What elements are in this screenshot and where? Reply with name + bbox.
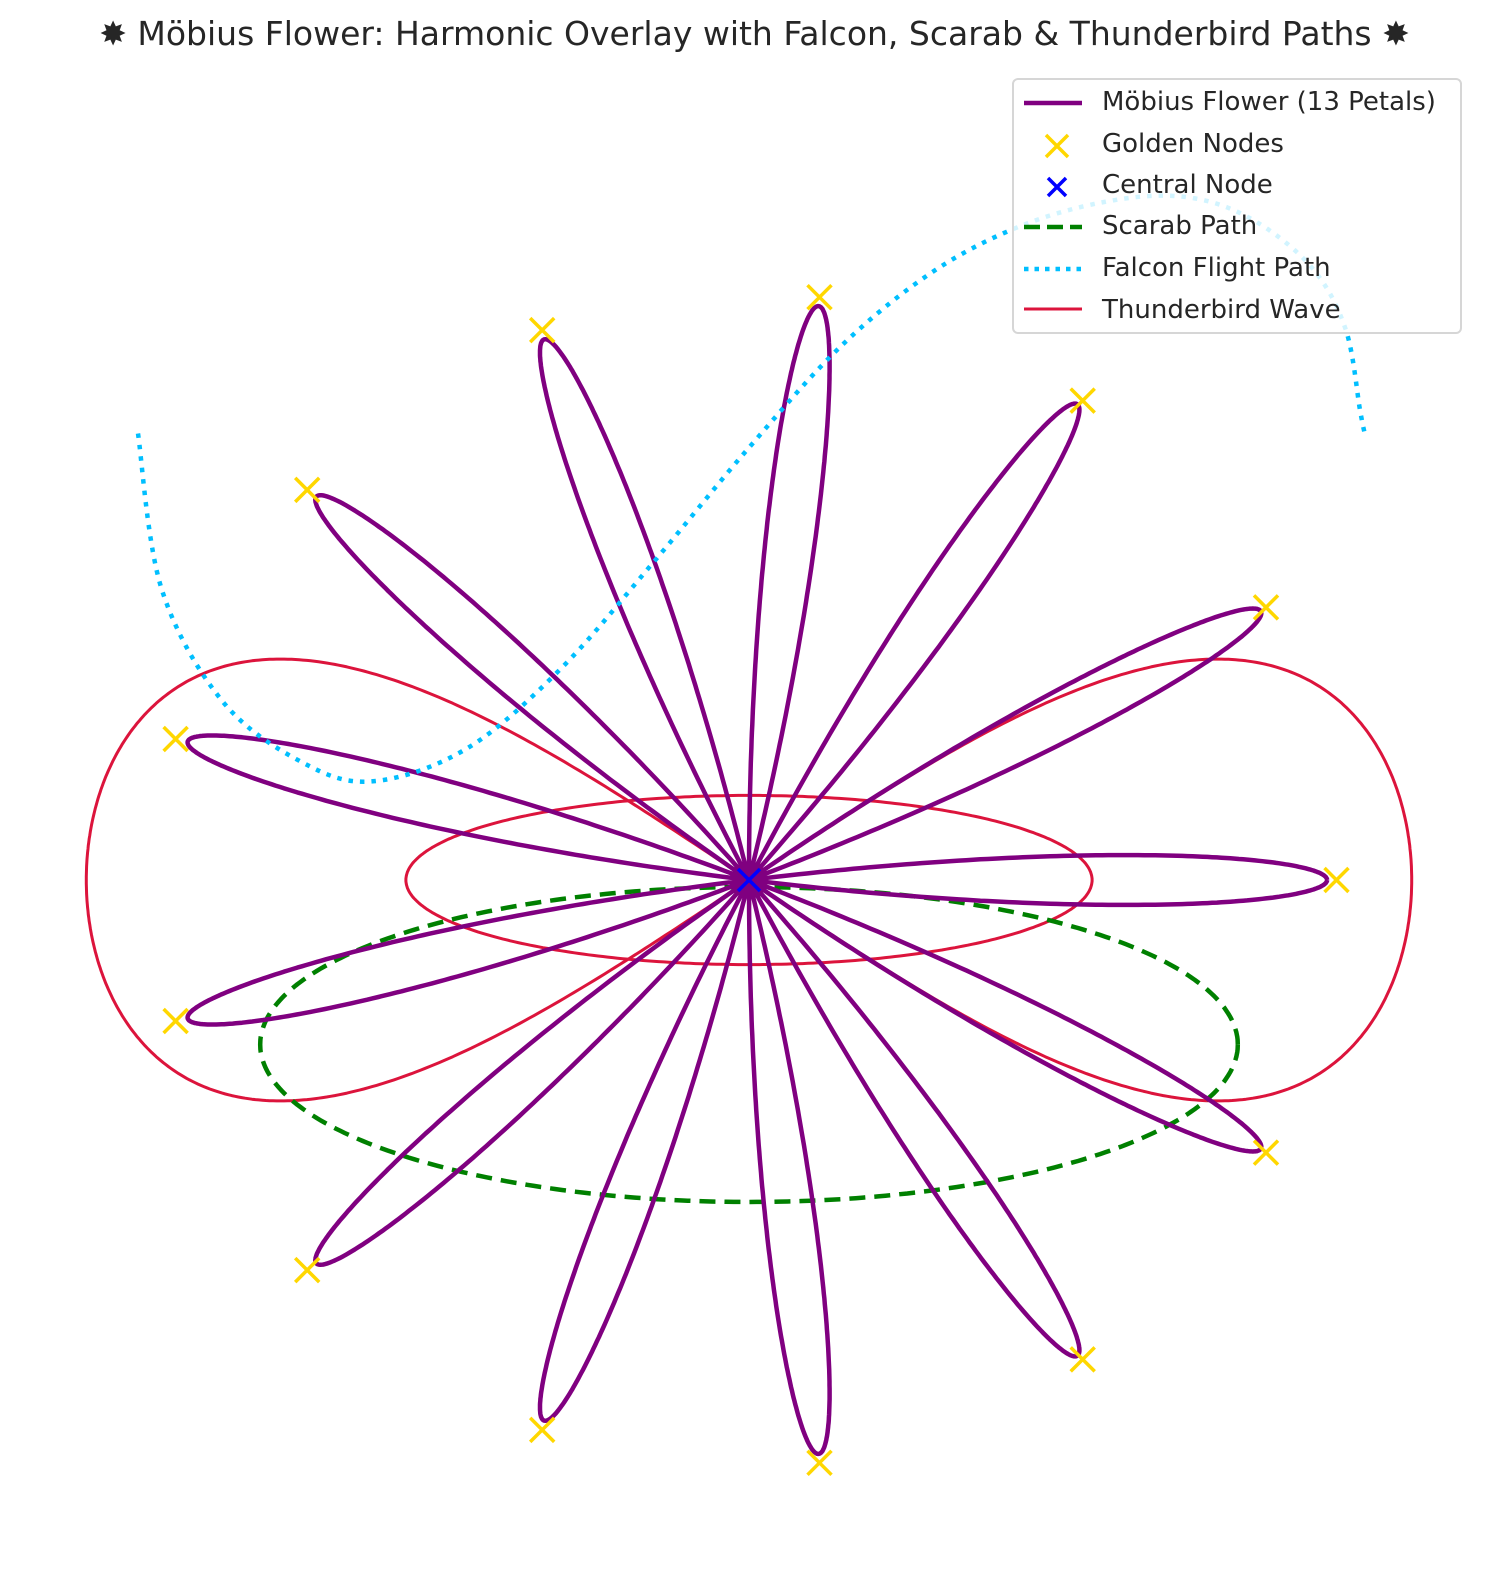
- legend-swatch-central-node: [1046, 176, 1068, 198]
- legend-swatch-falcon-flight-path: [1024, 266, 1082, 272]
- legend-item-mobius-flower: Möbius Flower (13 Petals): [1014, 82, 1460, 123]
- legend-label-falcon-flight-path: Falcon Flight Path: [1102, 253, 1331, 283]
- legend-label-central-node: Central Node: [1102, 170, 1273, 200]
- legend-item-thunderbird-wave: Thunderbird Wave: [1014, 290, 1460, 331]
- mobius-flower-layer: [185, 303, 1330, 1457]
- central-node-layer: [736, 867, 762, 893]
- central-node-marker: [736, 867, 762, 893]
- legend-item-scarab-path: Scarab Path: [1014, 206, 1460, 247]
- legend-label-scarab-path: Scarab Path: [1102, 211, 1258, 241]
- falcon-flight-path-line: [135, 193, 1367, 784]
- scarab-path-ellipse: [257, 884, 1241, 1205]
- golden-node-marker-13: [1252, 1139, 1280, 1166]
- scarab-path-layer: [257, 884, 1241, 1205]
- golden-node-marker-10: [528, 1416, 556, 1444]
- legend-swatch-mobius-flower: [1024, 100, 1082, 106]
- legend-item-golden-nodes: Golden Nodes: [1014, 124, 1460, 165]
- chart-title: ✸ Möbius Flower: Harmonic Overlay with F…: [99, 14, 1410, 53]
- thunderbird-wave-layer: [84, 657, 1414, 1103]
- golden-node-marker-5: [528, 316, 556, 344]
- legend-label-mobius-flower: Möbius Flower (13 Petals): [1102, 87, 1436, 117]
- golden-node-marker-3: [1069, 387, 1096, 414]
- legend-item-central-node: Central Node: [1014, 165, 1460, 206]
- legend-swatch-scarab-path: [1024, 224, 1082, 230]
- golden-node-marker-11: [806, 1449, 833, 1477]
- legend-label-thunderbird-wave: Thunderbird Wave: [1102, 295, 1341, 325]
- golden-nodes-layer: [162, 283, 1350, 1477]
- golden-node-marker-9: [293, 1256, 321, 1284]
- legend-label-golden-nodes: Golden Nodes: [1102, 129, 1284, 159]
- golden-node-marker-12: [1069, 1346, 1096, 1373]
- golden-node-marker-7: [162, 725, 189, 753]
- thunderbird-wave-inner-loop: [404, 793, 1094, 967]
- golden-node-marker-4: [806, 283, 833, 311]
- legend-swatch-golden-nodes: [1044, 133, 1070, 159]
- golden-node-marker-1: [1323, 866, 1350, 894]
- legend: Möbius Flower (13 Petals) Golden Nodes C…: [1012, 78, 1462, 334]
- thunderbird-wave-line: [84, 657, 1414, 1103]
- legend-item-falcon-flight-path: Falcon Flight Path: [1014, 248, 1460, 289]
- falcon-flight-path-layer: [135, 193, 1367, 784]
- golden-node-marker-6: [293, 476, 321, 504]
- legend-swatch-thunderbird-wave: [1024, 307, 1082, 311]
- golden-node-marker-2: [1252, 594, 1280, 621]
- golden-node-marker-8: [162, 1007, 189, 1035]
- mobius-flower-curve: [185, 303, 1330, 1457]
